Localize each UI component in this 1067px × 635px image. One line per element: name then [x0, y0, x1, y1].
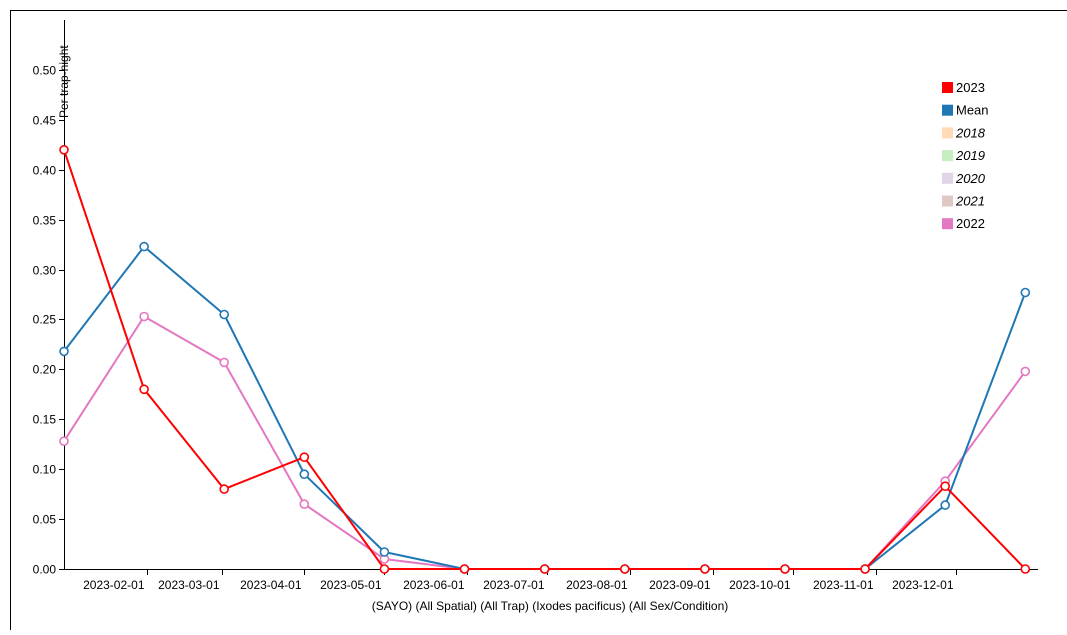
series-point-2023 [299, 452, 310, 463]
series-point-mean [299, 469, 310, 480]
legend-swatch-2019 [942, 150, 953, 162]
x-tick-label: 2023-05-01 [320, 578, 382, 592]
series-point-2023 [700, 564, 710, 574]
series-point-2023 [139, 384, 149, 395]
y-tick-label: 0.50 [33, 64, 57, 78]
series-line-mean [63, 245, 1027, 570]
series-point-2023 [860, 564, 870, 574]
x-axis-label: (SAYO) (All Spatial) (All Trap) (Ixodes … [372, 599, 729, 613]
y-tick-label: 0.25 [33, 313, 57, 327]
legend-swatch-2022 [942, 218, 953, 230]
series-point-2023 [59, 145, 69, 155]
legend-swatch-2020 [942, 172, 953, 184]
series-point-2022 [219, 357, 229, 368]
series-point-2023 [459, 564, 470, 574]
x-tick-label: 2023-09-01 [649, 578, 711, 592]
x-tick-label: 2023-10-01 [729, 578, 791, 592]
series-line-2023 [63, 149, 1027, 570]
series-point-2023 [1020, 564, 1031, 574]
y-tick-label: 0.20 [33, 363, 57, 377]
legend-label-2023: 2023 [956, 80, 985, 95]
legend-swatch-2023 [942, 82, 953, 93]
x-tick-label: 2023-06-01 [403, 578, 465, 592]
series-layer [59, 145, 1031, 574]
legend-label-mean: Mean [956, 103, 989, 118]
series-point-mean [1020, 287, 1031, 298]
series-point-mean [379, 547, 390, 557]
legend-label-2019: 2019 [955, 148, 985, 163]
axes: 0.00 0.05 0.10 0.15 0.20 0.25 0.30 0.35 0.40 0.45… [33, 20, 1038, 592]
series-point-mean [139, 241, 149, 252]
y-tick-label: 0.15 [33, 413, 57, 427]
series-point-2022 [59, 436, 69, 447]
series-point-mean [59, 346, 69, 357]
x-tick-label: 2023-07-01 [483, 578, 545, 592]
legend-swatch-2018 [942, 127, 953, 139]
x-tick-label: 2023-11-01 [813, 578, 874, 592]
y-tick-label: 0.30 [33, 264, 57, 278]
series-point-2023 [219, 484, 229, 494]
x-tick-label: 2023-08-01 [566, 578, 628, 592]
x-tick-label: 2023-04-01 [240, 578, 302, 592]
x-tick-label: 2023-02-01 [83, 578, 145, 592]
y-tick-label: 0.40 [33, 164, 57, 178]
series-point-2023 [539, 564, 550, 574]
legend-swatch-2021 [942, 195, 953, 207]
y-tick-label: 0.45 [33, 114, 57, 128]
legend-label-2021: 2021 [955, 194, 985, 209]
series-line-2022 [63, 315, 1027, 570]
legend-swatch-mean [942, 104, 953, 116]
series-point-2023 [940, 481, 951, 492]
legend-label-2018: 2018 [955, 125, 986, 140]
y-tick-label: 0.05 [33, 513, 57, 527]
x-tick-label: 2023-12-01 [892, 578, 954, 592]
series-point-2022 [139, 311, 149, 322]
series-point-2023 [619, 564, 630, 574]
series-point-2022 [1020, 366, 1031, 377]
y-tick-label: 0.00 [33, 563, 57, 577]
series-point-2022 [299, 499, 310, 509]
y-tick-label: 0.35 [33, 214, 57, 228]
series-point-2023 [379, 564, 390, 574]
x-tick-label: 2023-03-01 [158, 578, 220, 592]
y-axis-label: Per trap-night [57, 45, 71, 118]
legend-label-2022: 2022 [956, 216, 985, 231]
series-point-mean [219, 309, 229, 320]
series-point-2023 [780, 564, 790, 574]
legend-label-2020: 2020 [955, 171, 986, 186]
legend: 2023 Mean 2018 2019 2020 2021 2022 [942, 80, 989, 231]
y-tick-label: 0.10 [33, 463, 57, 477]
series-point-mean [940, 500, 951, 510]
